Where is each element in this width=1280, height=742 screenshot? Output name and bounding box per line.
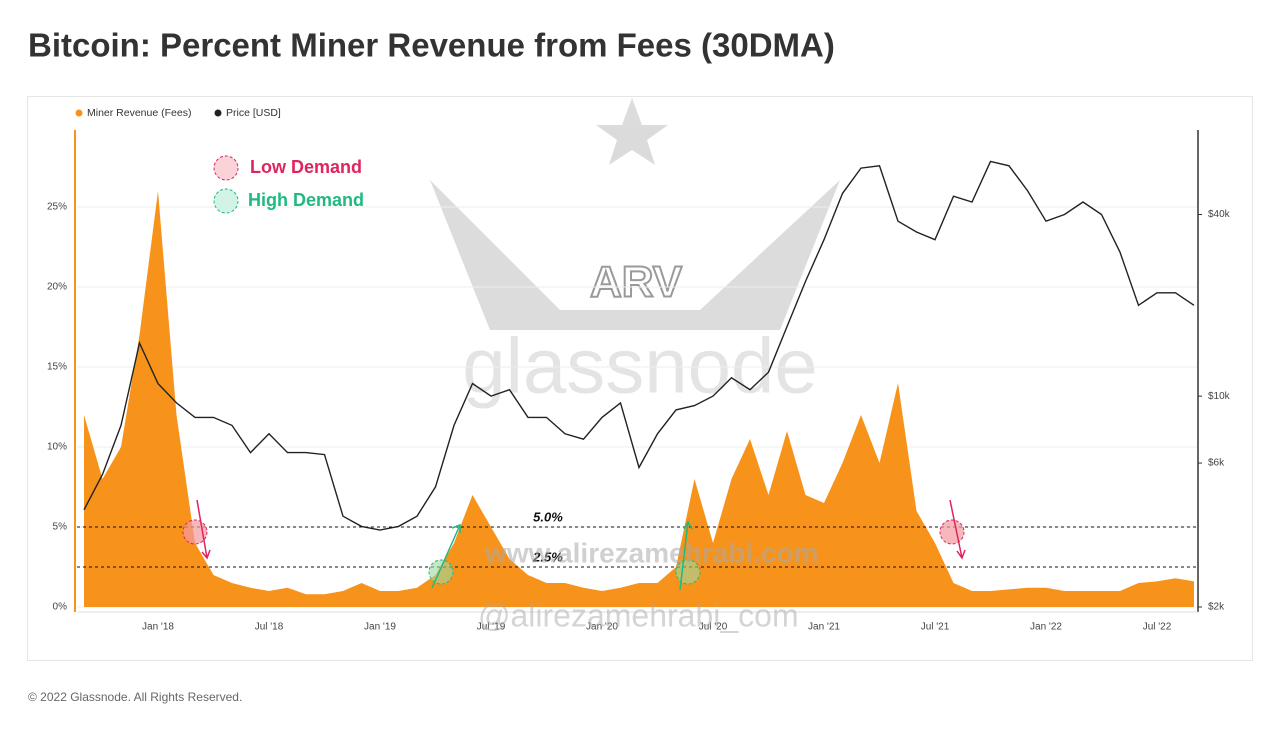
x-tick-label: Jan '21 [808,622,840,633]
y-tick-label: 20% [47,282,67,293]
arrow [431,523,461,589]
crown [430,180,840,330]
annotation: High Demand [248,190,364,210]
y-tick-label: 25% [47,202,67,213]
x-tick-label: Jul '21 [921,622,950,633]
arrow [949,499,966,560]
arrow [679,520,693,591]
watermark: ARV [590,258,683,307]
y2-tick-label: $10k [1208,391,1231,402]
watermark: @alirezamehrabi_com [478,597,799,633]
x-tick-label: Jul '18 [255,622,284,633]
legend-swatch [75,109,83,117]
reference-label: 2.5% [532,549,563,564]
y2-tick-label: $2k [1208,602,1225,613]
markers [182,499,966,591]
x-tick-label: Jan '22 [1030,622,1062,633]
legend-label: Price [USD] [226,107,281,119]
legend-icon [213,188,239,214]
price-line [83,160,1195,531]
annotation: Low Demand [250,157,362,177]
y-tick-label: 0% [53,602,68,613]
watermark-group [430,98,840,330]
high-demand-marker [428,559,454,585]
arrow [196,499,211,560]
legend-swatch [214,109,222,117]
x-tick-label: Jan '19 [364,622,396,633]
area [84,191,1194,607]
low-demand-marker [939,519,965,545]
legend-label: Miner Revenue (Fees) [87,107,191,119]
chart-title: Bitcoin: Percent Miner Revenue from Fees… [28,27,835,64]
y-tick-label: 15% [47,362,67,373]
x-tick-label: Jul '20 [699,622,728,633]
y2-tick-label: $40k [1208,209,1231,220]
reference-label: 5.0% [533,509,563,524]
x-tick-label: Jan '20 [586,622,618,633]
legend-icon [213,155,239,181]
watermark: www.alirezamehrabi.com [484,537,819,568]
y-tick-label: 10% [47,442,67,453]
plot-area: 0% 5% 10% 15% 20% 25% $2k $6k $10k $40k Jan '18 Jul… [47,160,1231,633]
y-tick-label: 5% [53,522,68,533]
watermark: glassnode [462,322,818,410]
star [596,98,668,165]
footer: © 2022 Glassnode. All Rights Reserved. [28,690,242,704]
x-tick-label: Jul '19 [477,622,506,633]
y2-tick-label: $6k [1208,458,1225,469]
x-tick-label: Jul '22 [1143,622,1172,633]
x-tick-label: Jan '18 [142,622,174,633]
